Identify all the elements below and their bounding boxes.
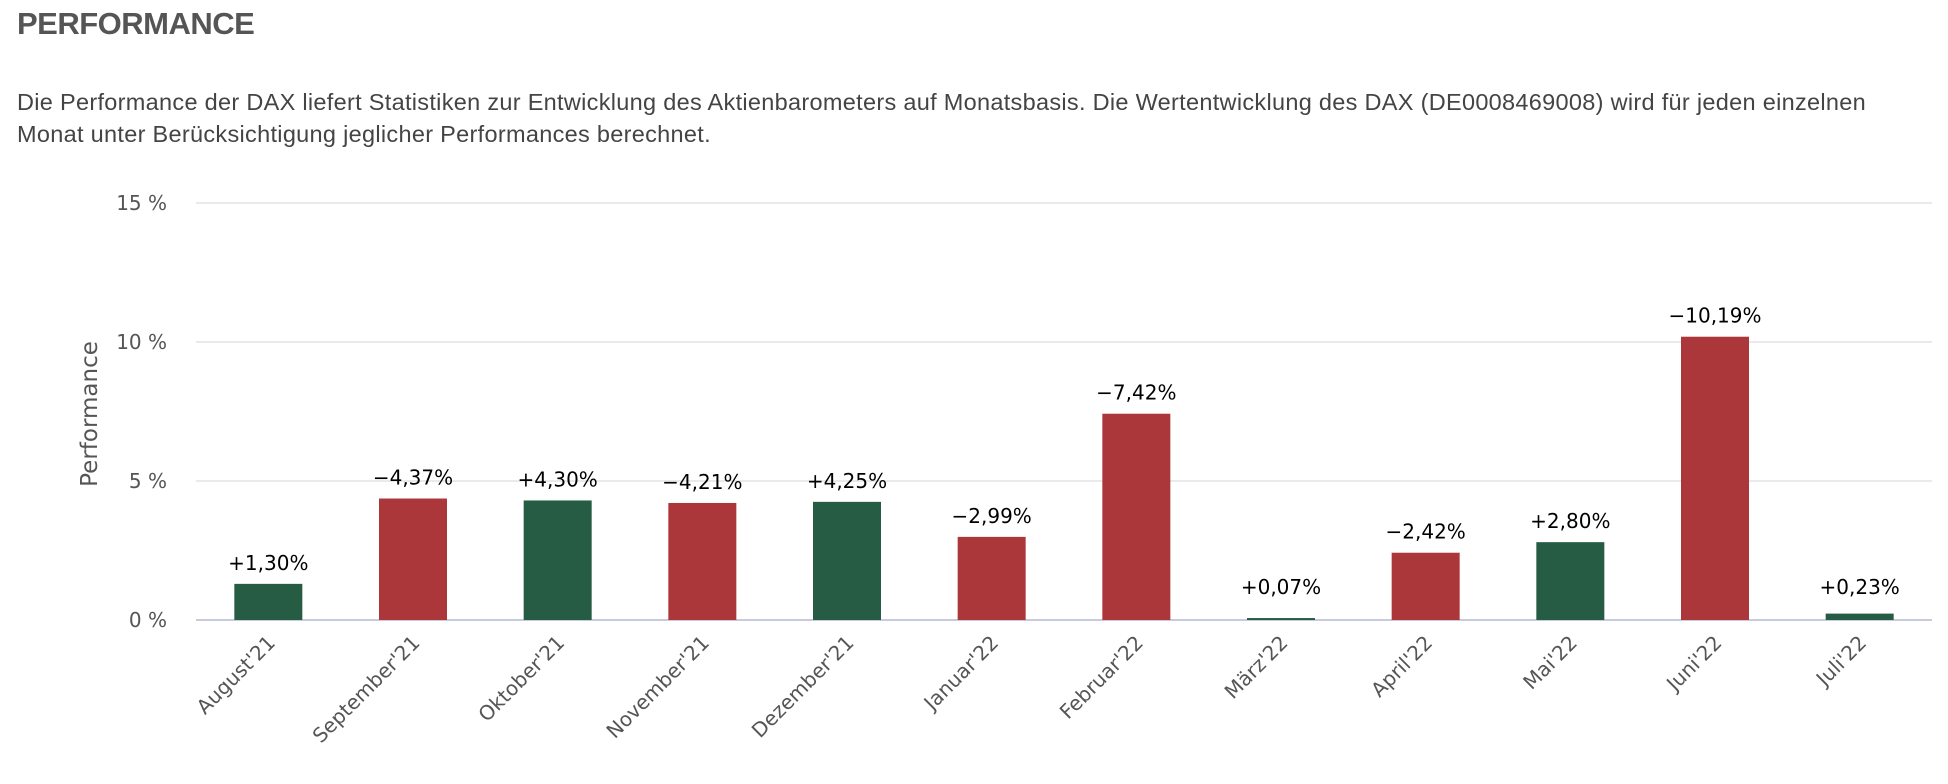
data-label: +4,30%: [518, 467, 598, 491]
grid-lines: [196, 202, 1932, 621]
x-tick-label: April'22: [1366, 631, 1437, 702]
bar-Oktober'21[interactable]: [523, 500, 592, 620]
bar-Februar'22[interactable]: [1102, 413, 1171, 620]
data-label: −4,37%: [373, 466, 453, 490]
bars: [234, 336, 1894, 620]
bar-Juni'22[interactable]: [1681, 336, 1749, 620]
y-tick-label: 5 %: [129, 469, 167, 493]
x-tick-label: August'21: [192, 631, 280, 719]
y-tick-label: 15 %: [116, 191, 167, 215]
data-label: +1,30%: [228, 551, 308, 575]
bar-November'21[interactable]: [668, 502, 737, 620]
bar-Januar'22[interactable]: [957, 536, 1026, 620]
data-label: +4,25%: [807, 469, 887, 493]
bar-April'22[interactable]: [1391, 552, 1460, 620]
bar-Mai'22[interactable]: [1536, 542, 1605, 620]
x-tick-label: Oktober'21: [473, 631, 569, 727]
data-labels: +1,30% −4,37% +4,30% −4,21% +4,25% −2,99% −7,4…: [228, 304, 1900, 599]
data-label: −4,21%: [662, 470, 742, 494]
bar-Juli'22[interactable]: [1825, 613, 1894, 620]
bar-August'21[interactable]: [234, 583, 303, 620]
data-label: −2,99%: [952, 504, 1032, 528]
bar-März'22[interactable]: [1247, 618, 1315, 620]
x-tick-label: Juni'22: [1660, 631, 1726, 697]
y-axis-title: Performance: [77, 341, 103, 487]
x-axis: August'21 September'21 Oktober'21 November'…: [192, 631, 1872, 748]
bar-September'21[interactable]: [379, 498, 447, 620]
y-tick-label: 10 %: [116, 330, 167, 354]
y-axis: 0 % 5 % 10 % 15 %: [116, 191, 167, 632]
data-label: +0,07%: [1241, 575, 1321, 599]
x-tick-label: Januar'22: [918, 631, 1004, 717]
data-label: +0,23%: [1820, 575, 1900, 599]
data-label: −2,42%: [1386, 520, 1466, 544]
y-tick-label: 0 %: [129, 608, 167, 632]
section-title: PERFORMANCE: [17, 6, 255, 41]
x-tick-label: März'22: [1220, 631, 1293, 704]
x-tick-label: Juli'22: [1810, 631, 1871, 692]
data-label: −7,42%: [1096, 381, 1176, 405]
x-tick-label: Mai'22: [1518, 631, 1582, 695]
bar-Dezember'21[interactable]: [813, 501, 881, 620]
data-label: +2,80%: [1530, 509, 1610, 533]
x-tick-label: Februar'22: [1055, 631, 1148, 724]
x-tick-label: September'21: [308, 631, 425, 748]
section-description: Die Performance der DAX liefert Statisti…: [17, 89, 1867, 147]
x-tick-label: November'21: [601, 631, 713, 743]
data-label: −10,19%: [1668, 304, 1761, 328]
x-tick-label: Dezember'21: [747, 631, 859, 743]
